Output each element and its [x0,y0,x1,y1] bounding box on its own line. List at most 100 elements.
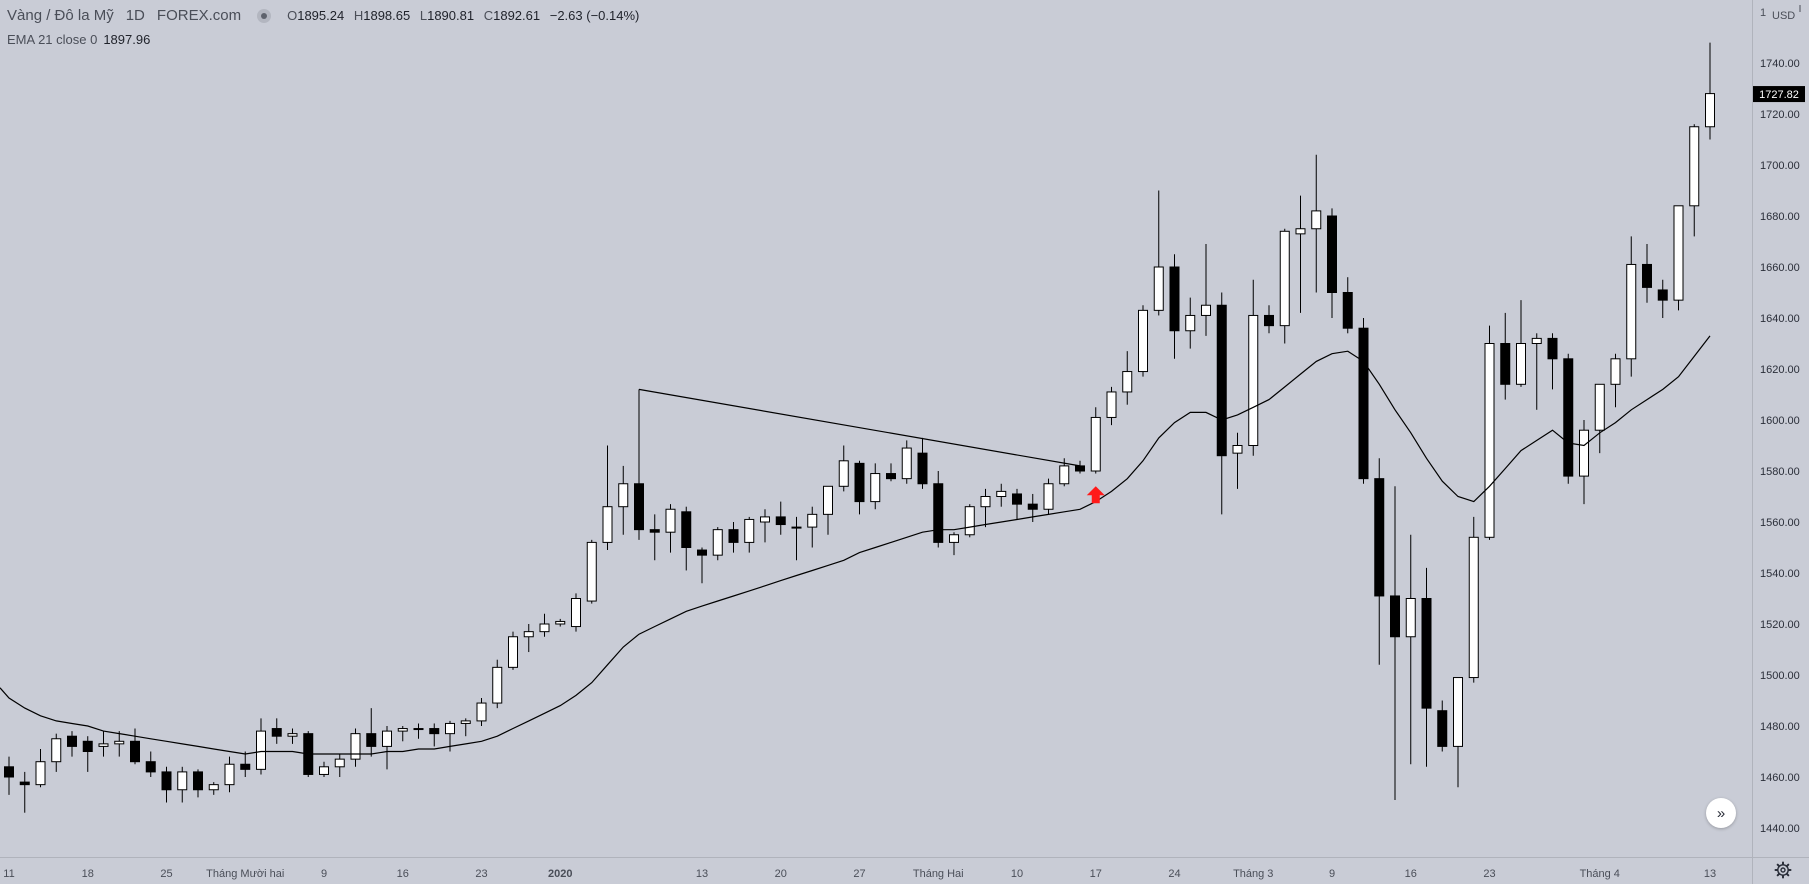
candle [886,463,896,482]
candle [1421,567,1432,767]
candle-body-up [539,623,550,633]
candle-body-up [823,485,833,515]
candle [1201,244,1211,336]
time-tick-label: 23 [475,868,487,880]
trendline[interactable] [638,388,1081,467]
candle-body-up [1579,429,1589,477]
candle [240,751,251,777]
candle [649,514,660,561]
price-tick-label: 1600.00 [1760,415,1800,427]
candle [1689,124,1700,237]
candle [1012,488,1022,520]
candle-body-up [571,598,581,628]
candle [1594,383,1605,454]
indicator-legend[interactable]: EMA 21 close 0 1897.96 [7,32,150,47]
candle-body-down [1657,289,1668,301]
candle [366,708,377,757]
candle-body-up [1122,371,1133,393]
candle [256,718,266,775]
candle-body-up [555,620,566,625]
open-label: O [287,8,298,23]
candle [618,465,629,535]
candle-body-up [1468,536,1479,679]
last-price-label: 1727.82 [1759,89,1799,101]
price-tick-label: 1640.00 [1760,313,1800,325]
candle [508,631,518,670]
candle-body-down [145,761,156,773]
price-tick-label: 1460.00 [1760,772,1800,784]
time-tick-label: Tháng 4 [1580,868,1620,880]
candle-body-up [508,636,518,668]
interval-label[interactable]: 1D [125,7,145,24]
candle-body-up [791,526,802,529]
candle-body-up [476,702,487,722]
candle-body-down [775,516,786,526]
candle [901,440,912,484]
candle [413,723,424,739]
candle-body-down [1500,343,1511,385]
scroll-to-realtime-button[interactable]: » [1706,798,1736,828]
candle [586,539,597,604]
candle [791,516,802,561]
candle [1390,486,1400,800]
candle-body-up [744,518,755,543]
candle-body-up [492,666,503,704]
candle [1547,333,1558,390]
ema-layer [0,335,1711,755]
candle [917,437,928,489]
candle [429,723,440,747]
symbol-name[interactable]: Vàng / Đô la Mỹ [7,7,114,24]
candle [19,771,30,813]
candle-body-up [838,460,849,487]
candle-body-up [208,784,219,791]
candle-body-up [1090,416,1101,472]
ema-line [0,335,1711,755]
time-tick-label: 18 [82,868,94,880]
candle [177,766,188,803]
candle [665,504,676,553]
candle [1169,254,1180,359]
candle [397,726,408,742]
low-label: L [419,8,428,23]
candle-body-down [917,452,928,485]
price-tick-label: 1700.00 [1760,160,1800,172]
candle [1279,228,1290,344]
candle-body-down [728,529,739,543]
candles-layer [4,42,1715,813]
candle [1075,460,1085,474]
candle [1138,305,1148,377]
close-value: 1892.61 [493,8,541,23]
candle-body-up [1295,228,1306,235]
candle [571,593,581,632]
candle-body-down [1216,304,1227,457]
candle-body-up [901,447,912,480]
candle [1106,386,1117,426]
price-tick-label: 1740.00 [1760,58,1800,70]
candle [1579,420,1589,505]
candle-body-up [1626,263,1637,360]
indicator-label: EMA 21 close 0 [7,32,98,47]
candle [712,527,723,561]
candle-body-down [1264,314,1274,327]
candle-body-down [429,728,440,735]
candle-body-up [1106,391,1117,418]
candle-body-down [933,483,944,543]
candle-body-down [886,473,896,480]
candle [1484,325,1495,540]
price-axis-top-tick: 1 [1760,7,1766,19]
price-tick-label: 1520.00 [1760,619,1800,631]
candle [1531,333,1542,410]
candle-body-down [681,511,692,548]
candle [460,718,471,737]
time-tick-label: 25 [160,868,172,880]
price-tick-label: 1540.00 [1760,568,1800,580]
chart-settings-button[interactable] [1772,859,1794,881]
candle-body-down [1027,503,1038,510]
up-arrow-marker[interactable] [1086,486,1105,504]
candle-body-down [1563,358,1574,477]
market-status-icon[interactable] [257,8,272,23]
candle-body-down [161,771,172,791]
candle [193,769,203,798]
candle [555,618,566,627]
